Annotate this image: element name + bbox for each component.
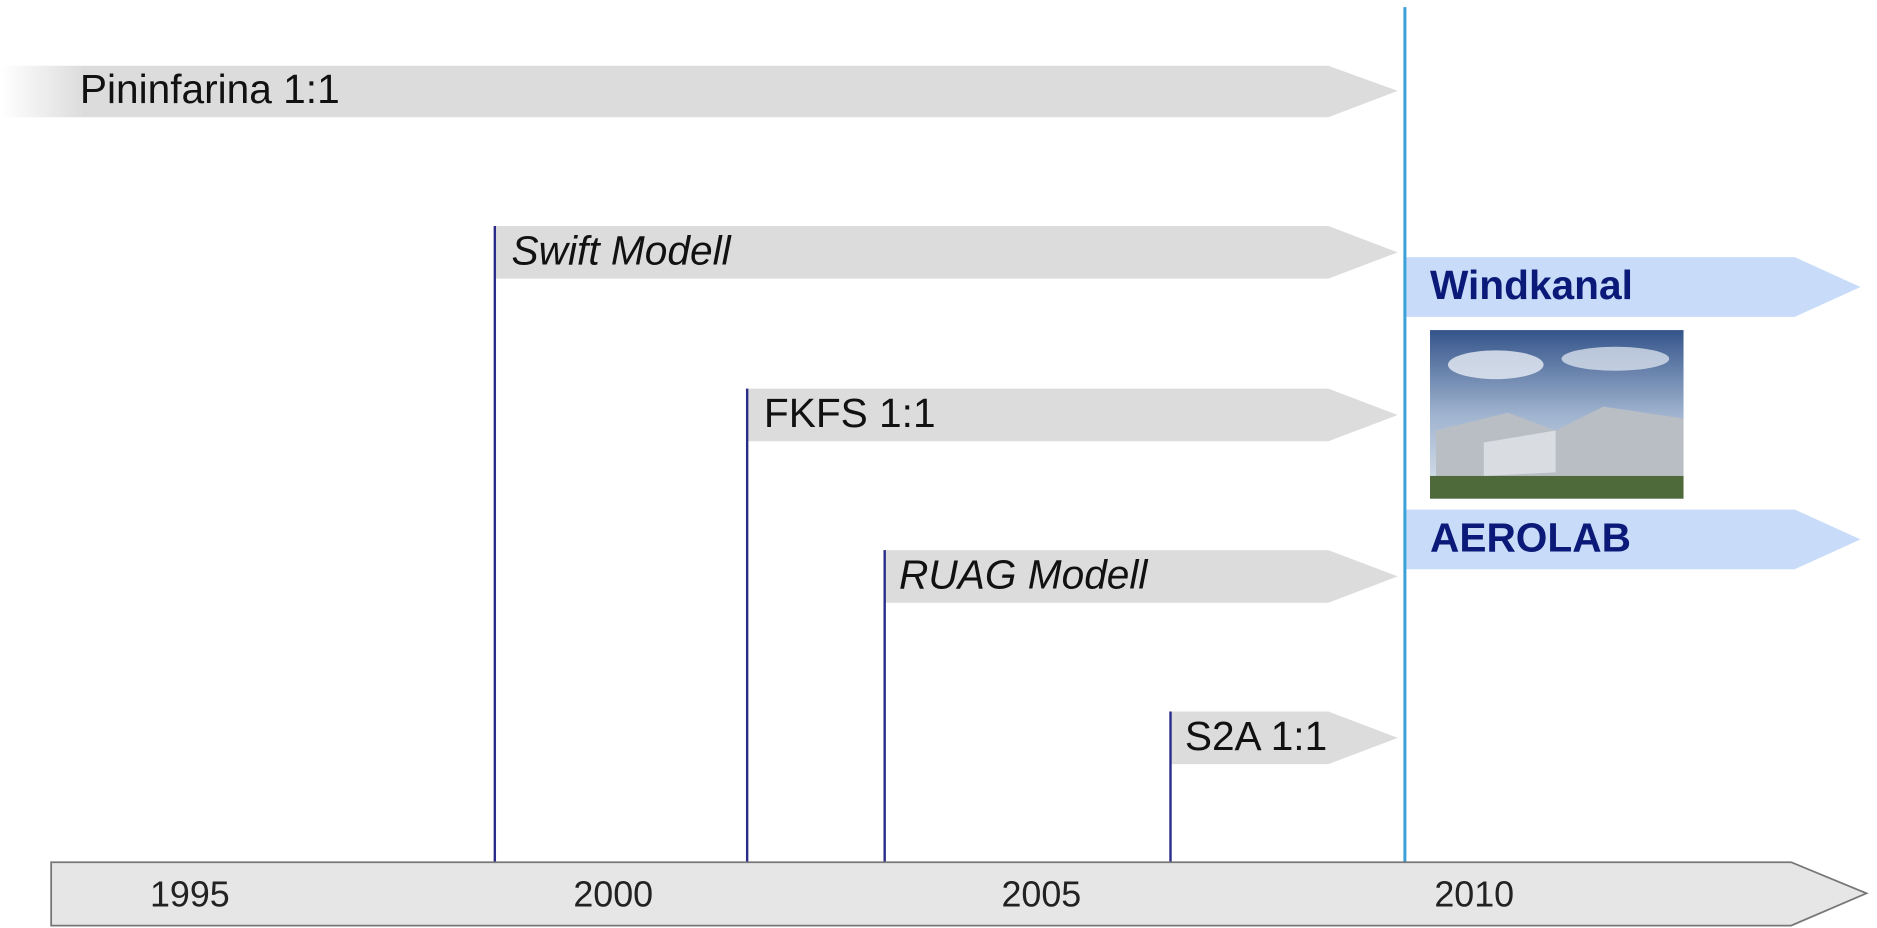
photo <box>1430 330 1684 499</box>
time-axis <box>51 862 1866 925</box>
timeline-diagram: Pininfarina 1:1 Swift Modell FKFS 1:1 RU… <box>0 0 1877 928</box>
bar-label: FKFS 1:1 <box>764 390 936 436</box>
year-label: 2010 <box>1434 874 1514 914</box>
bar-label: Swift Modell <box>512 227 732 273</box>
year-label: 2005 <box>1001 874 1081 914</box>
year-label: 2000 <box>573 874 653 914</box>
year-label: 1995 <box>150 874 230 914</box>
bar-label: Pininfarina 1:1 <box>80 66 340 112</box>
bar-label: RUAG Modell <box>899 551 1148 597</box>
bar-label: S2A 1:1 <box>1185 713 1327 759</box>
highlight-title: Windkanal <box>1430 262 1633 308</box>
page: {"bars": [ {"label": "Pininfarina 1:1"},… <box>0 0 1877 928</box>
highlight-subtitle: AEROLAB <box>1430 514 1631 560</box>
